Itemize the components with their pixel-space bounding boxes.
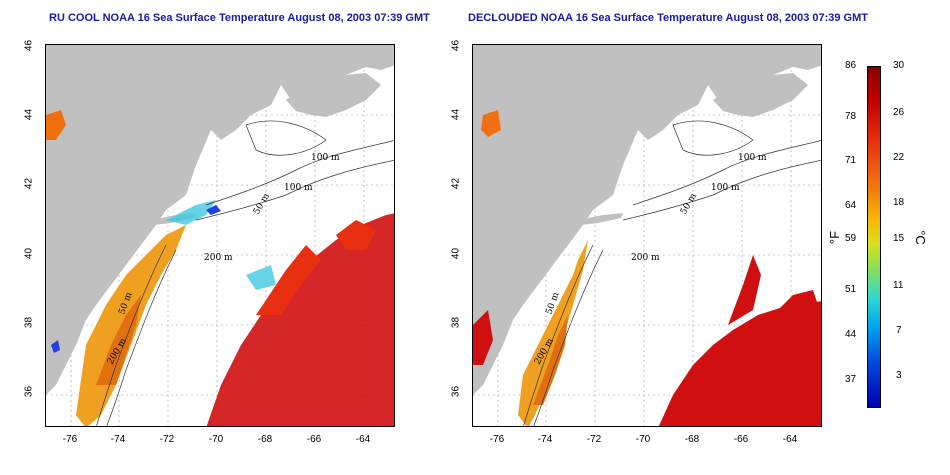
colorbar-f-44: 44 — [845, 329, 857, 340]
left-warm-patches — [256, 220, 376, 315]
left-lon-tick--70: -70 — [208, 434, 224, 445]
fahrenheit-unit-label: °F — [827, 230, 843, 245]
left-contour-label-1: 100 m — [311, 153, 340, 163]
left-lat-tick-46: 46 — [23, 39, 35, 52]
left-map-title: RU COOL NOAA 16 Sea Surface Temperature … — [49, 12, 430, 24]
colorbar-c-22: 22 — [893, 152, 905, 163]
right-long-island — [578, 213, 623, 225]
right-map-canvas: 100 m 100 m 50 m 200 m 50 m 200 m — [473, 45, 821, 426]
colorbar-f-71: 71 — [845, 155, 857, 166]
right-lat-tick-40: 40 — [450, 247, 462, 260]
colorbar-f-86: 86 — [845, 60, 857, 71]
colorbar-f-51: 51 — [845, 284, 857, 295]
left-contour-label-3: 50 m — [252, 191, 272, 216]
colorbar-c-18: 18 — [893, 197, 905, 208]
colorbar-c-15: 15 — [893, 233, 905, 244]
right-lat-tick-42: 42 — [450, 177, 462, 190]
left-contour-label-4: 200 m — [204, 253, 233, 263]
right-contour-label-1: 100 m — [738, 153, 767, 163]
left-land — [46, 45, 394, 395]
right-sst-map: 100 m 100 m 50 m 200 m 50 m 200 m — [472, 44, 822, 427]
celsius-unit-label: °C — [912, 230, 928, 245]
right-warm-streaks — [728, 255, 818, 325]
colorbar-f-78: 78 — [845, 111, 857, 122]
colorbar-c-26: 26 — [893, 107, 905, 118]
left-lat-tick-40: 40 — [23, 247, 35, 260]
right-lat-tick-46: 46 — [450, 39, 462, 52]
right-map-title: DECLOUDED NOAA 16 Sea Surface Temperatur… — [468, 12, 868, 24]
colorbar-f-37: 37 — [845, 374, 857, 385]
temperature-colorbar — [867, 66, 881, 408]
right-lat-tick-36: 36 — [450, 385, 462, 398]
left-nova-scotia — [286, 73, 381, 117]
right-contours — [523, 120, 821, 426]
right-lon-tick--70: -70 — [635, 434, 651, 445]
right-lat-tick-38: 38 — [450, 316, 462, 329]
left-lat-tick-42: 42 — [23, 177, 35, 190]
right-gulf-stream — [658, 301, 821, 426]
left-map-canvas: 100 m 100 m 50 m 200 m 50 m 200 m — [46, 45, 394, 426]
right-lon-tick--66: -66 — [733, 434, 749, 445]
right-contour-label-4: 200 m — [631, 253, 660, 263]
left-contours — [96, 120, 394, 426]
right-lon-tick--72: -72 — [586, 434, 602, 445]
left-north-patch — [46, 110, 66, 140]
left-lon-tick--72: -72 — [159, 434, 175, 445]
left-contour-label-2: 100 m — [284, 183, 313, 193]
left-cool-patches — [166, 200, 276, 290]
left-lon-tick--76: -76 — [62, 434, 78, 445]
right-contour-label-2: 100 m — [711, 183, 740, 193]
colorbar-c-30: 30 — [893, 60, 905, 71]
right-shelf-water-2 — [533, 315, 568, 405]
colorbar-f-59: 59 — [845, 233, 857, 244]
colorbar-c-7: 7 — [896, 325, 902, 336]
right-nova-scotia — [713, 73, 808, 117]
colorbar-c-11: 11 — [893, 280, 904, 291]
left-lat-tick-38: 38 — [23, 316, 35, 329]
right-lon-tick--64: -64 — [782, 434, 798, 445]
right-land — [473, 45, 821, 395]
right-lat-tick-44: 44 — [450, 108, 462, 121]
left-gulf-stream — [206, 213, 394, 426]
colorbar-c-3: 3 — [896, 370, 902, 381]
left-lat-tick-36: 36 — [23, 385, 35, 398]
right-lon-tick--68: -68 — [684, 434, 700, 445]
left-shelf-water-2 — [96, 295, 141, 385]
left-sst-map: 100 m 100 m 50 m 200 m 50 m 200 m — [45, 44, 395, 427]
left-lon-tick--74: -74 — [110, 434, 126, 445]
right-shelf-water — [518, 240, 588, 426]
left-lon-tick--66: -66 — [306, 434, 322, 445]
right-lon-tick--76: -76 — [489, 434, 505, 445]
left-lon-tick--64: -64 — [355, 434, 371, 445]
colorbar-f-64: 64 — [845, 200, 857, 211]
right-lon-tick--74: -74 — [537, 434, 553, 445]
right-contour-label-3: 50 m — [679, 191, 699, 216]
right-south-patch — [473, 310, 493, 365]
left-lon-tick--68: -68 — [257, 434, 273, 445]
right-north-patch — [481, 110, 501, 137]
left-lat-tick-44: 44 — [23, 108, 35, 121]
